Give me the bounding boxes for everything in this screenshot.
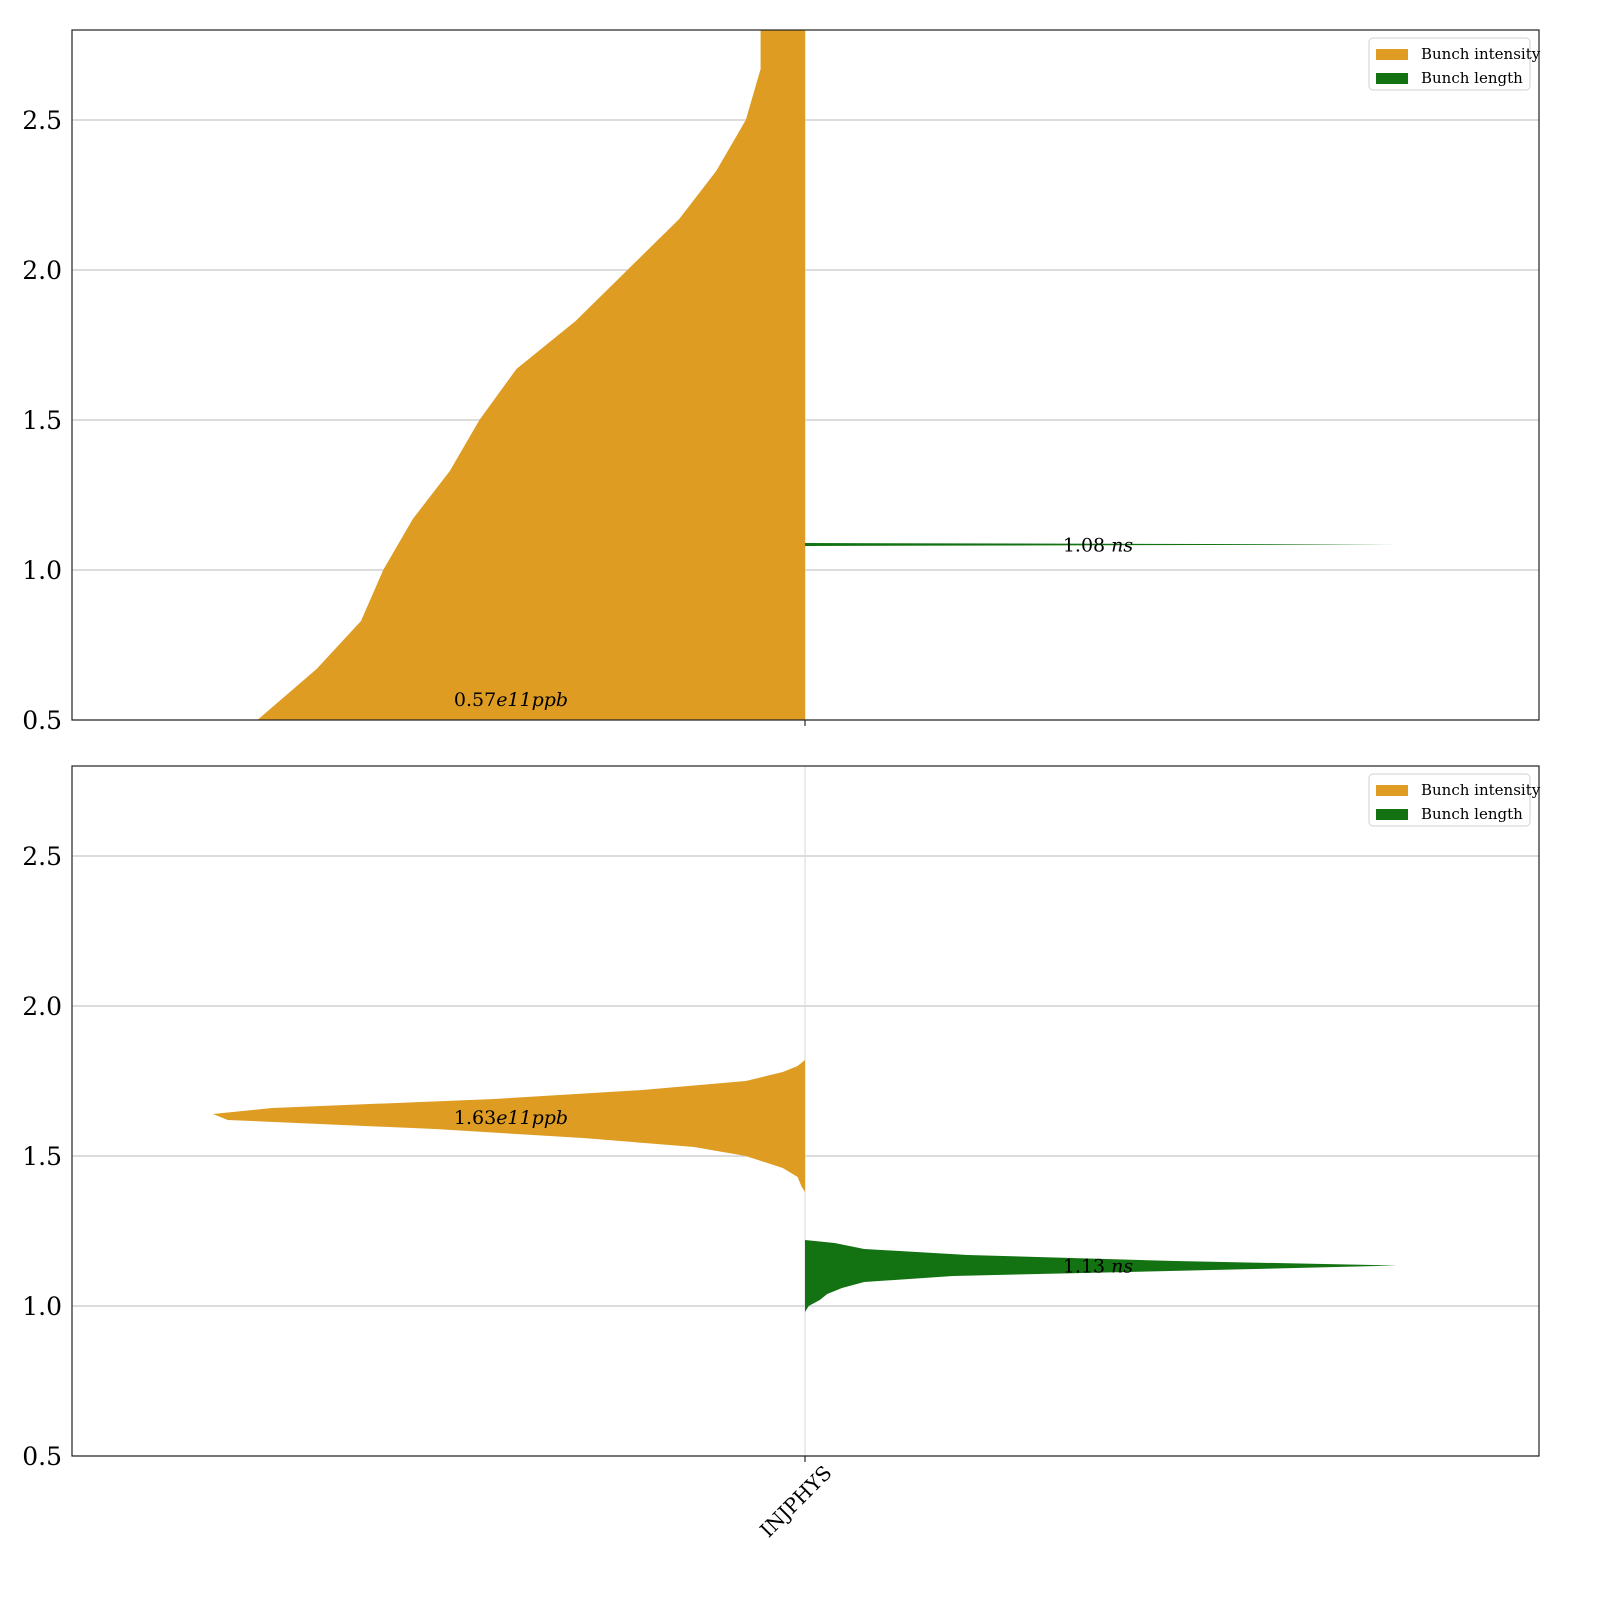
violin-layer: [257, 30, 1397, 720]
y-tick-label: 1.5: [22, 1142, 62, 1171]
y-tick-label: 2.0: [22, 992, 62, 1021]
violin-bunch-intensity: [213, 1060, 805, 1192]
annotation-unit: e11ppb: [496, 1107, 568, 1129]
violin-bunch-length: [805, 1240, 1397, 1312]
legend-label: Bunch length: [1421, 69, 1523, 87]
y-tick-label: 0.5: [22, 706, 62, 735]
legend: Bunch intensity Bunch length: [1368, 37, 1541, 91]
legend-swatch: [1376, 785, 1408, 796]
y-tick-label: 0.5: [22, 1442, 62, 1471]
legend-label: Bunch intensity: [1421, 45, 1541, 63]
violin-layer: [213, 1060, 1397, 1312]
y-tick-label: 1.0: [22, 556, 62, 585]
y-tick-label: 1.0: [22, 1292, 62, 1321]
y-tick-label: 2.5: [22, 106, 62, 135]
annotation-length: 1.08 ns: [1063, 535, 1134, 557]
legend-box: [1368, 773, 1531, 827]
annotation-intensity: 0.57e11ppb: [454, 689, 568, 711]
annotation-length: 1.13 ns: [1063, 1256, 1134, 1278]
plot-frame: [71, 29, 1540, 721]
y-tick-label: 1.5: [22, 406, 62, 435]
legend-label: Bunch intensity: [1421, 781, 1541, 799]
y-tick-label: 2.5: [22, 842, 62, 871]
x-tick-label: INJPHYS: [755, 1461, 836, 1542]
annotation-unit: e11ppb: [496, 689, 568, 711]
top-panel: 0.5 1.0 1.5 2.0 2.5 0.57e11ppb 1.08 ns Bunch in…: [22, 29, 1541, 735]
annotation-unit: ns: [1111, 1256, 1133, 1278]
annotation-number: 1.08: [1063, 535, 1111, 557]
legend-swatch: [1376, 809, 1408, 820]
plot-frame: [71, 765, 1540, 1457]
annotation-number: 1.13: [1063, 1256, 1111, 1278]
legend-swatch: [1376, 49, 1408, 60]
legend-swatch: [1376, 73, 1408, 84]
y-tick-label: 2.0: [22, 256, 62, 285]
annotation-intensity: 1.63e11ppb: [454, 1107, 568, 1129]
legend-box: [1368, 37, 1531, 91]
annotation-number: 1.63: [454, 1107, 496, 1129]
legend-label: Bunch length: [1421, 805, 1523, 823]
bottom-panel: 0.5 1.0 1.5 2.0 2.5 1.63e11ppb 1.13 ns Bunch in…: [22, 765, 1541, 1542]
violin-bunch-intensity: [257, 30, 805, 720]
violin-bunch-length: [805, 543, 1397, 546]
annotation-unit: ns: [1111, 535, 1133, 557]
annotation-number: 0.57: [454, 689, 496, 711]
legend: Bunch intensity Bunch length: [1368, 773, 1541, 827]
